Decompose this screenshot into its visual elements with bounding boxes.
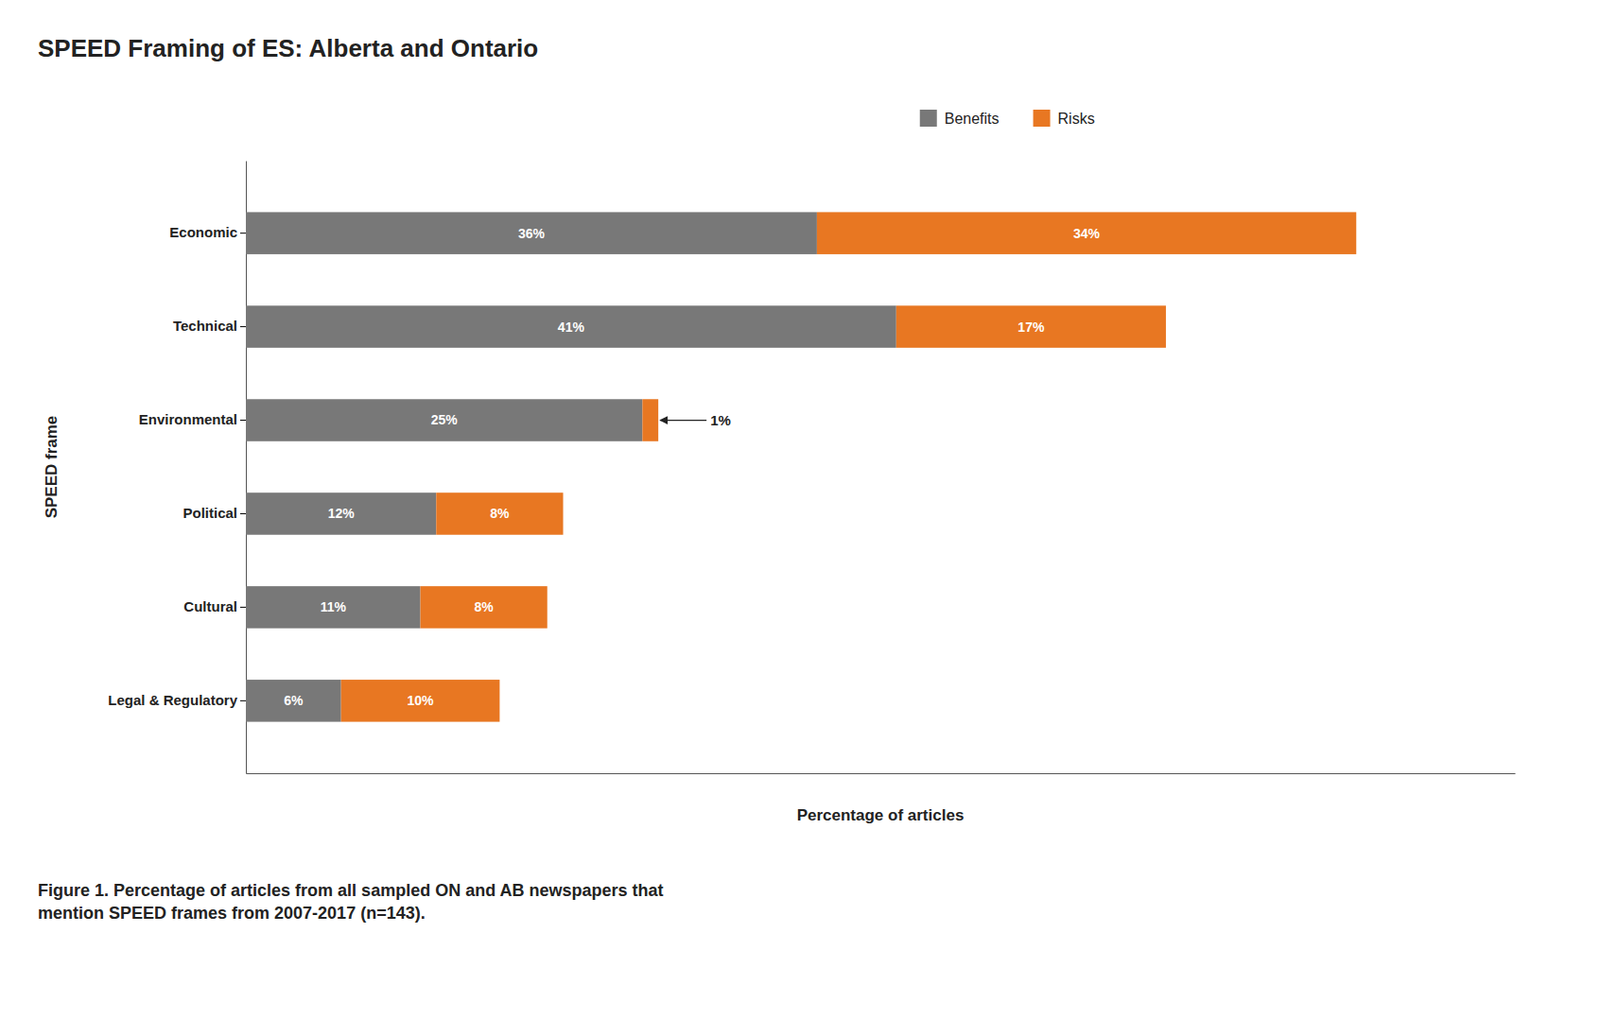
bar [245, 492, 436, 536]
data-label: 8% [474, 599, 495, 615]
y-tick-mark [240, 700, 246, 702]
legend-swatch [920, 109, 938, 127]
bar [435, 492, 563, 536]
y-tick-label: Environmental [139, 411, 238, 428]
data-label: 17% [1017, 319, 1045, 335]
bar-series [341, 211, 1357, 722]
data-label: 10% [407, 693, 435, 709]
y-tick-mark [240, 607, 246, 609]
data-label: 8% [489, 505, 510, 522]
bar [245, 305, 897, 348]
y-tick-mark [240, 232, 246, 234]
caption-line: mention SPEED frames from 2007-2017 (n=1… [37, 904, 426, 923]
data-label: 6% [283, 693, 304, 709]
y-tick-label: Legal & Regulatory [107, 692, 238, 709]
data-labels: 6% 11% 12% 25% 41% 36% 10% 8% 8% 1% 17% 34% [283, 226, 1100, 710]
y-tick-label: Technical [173, 317, 238, 334]
bar-series [245, 211, 897, 722]
y-tick: Cultural [183, 598, 246, 615]
x-axis [246, 773, 1516, 775]
legend-item: Risks [1033, 109, 1096, 127]
bar [245, 399, 643, 442]
chart: SPEED Framing of ES: Alberta and Ontario… [0, 0, 1600, 1019]
bars [245, 211, 1357, 722]
plot: Legal & Regulatory Cultural Political Envir… [107, 161, 1515, 775]
y-tick-label: Cultural [183, 598, 238, 615]
bar [245, 679, 342, 723]
bar [420, 586, 548, 629]
x-axis-title: Percentage of articles [797, 806, 965, 825]
data-label: 34% [1073, 226, 1101, 242]
bar [245, 211, 818, 255]
y-tick-mark [240, 419, 246, 421]
title: SPEED Framing of ES: Alberta and Ontario [37, 34, 539, 63]
legend-label: Benefits [944, 110, 1000, 127]
annotation-arrow [660, 419, 707, 421]
y-tick: Legal & Regulatory [107, 692, 246, 709]
legend-item: Benefits [920, 109, 1000, 127]
y-tick-label: Political [182, 504, 238, 522]
legend-label: Risks [1058, 110, 1096, 127]
data-label: 11% [320, 599, 348, 615]
legend: Benefits Risks [920, 109, 1096, 127]
y-tick-mark [240, 513, 246, 515]
data-label: 1% [710, 412, 731, 429]
bar [896, 305, 1166, 348]
y-tick: Environmental [139, 411, 246, 428]
y-tick-label: Economic [169, 224, 238, 241]
caption: Figure 1. Percentage of articles from al… [37, 881, 664, 923]
x-axis-line [246, 773, 1516, 775]
data-label: 41% [557, 319, 586, 335]
data-label: 36% [518, 226, 546, 242]
y-tick-mark [240, 326, 246, 328]
caption-line: Figure 1. Percentage of articles from al… [37, 881, 664, 901]
y-tick: Economic [169, 224, 246, 241]
y-tick: Technical [173, 317, 246, 334]
data-label: 25% [431, 412, 459, 428]
y-tick: Political [182, 504, 246, 522]
data-label: 12% [328, 505, 356, 522]
legend-swatch [1033, 109, 1051, 127]
bar [817, 211, 1357, 255]
bar [341, 679, 501, 723]
y-axis-title: SPEED frame [42, 416, 61, 520]
bar [245, 586, 421, 629]
bar [642, 399, 659, 442]
y-axis: Legal & Regulatory Cultural Political Envir… [107, 161, 246, 775]
